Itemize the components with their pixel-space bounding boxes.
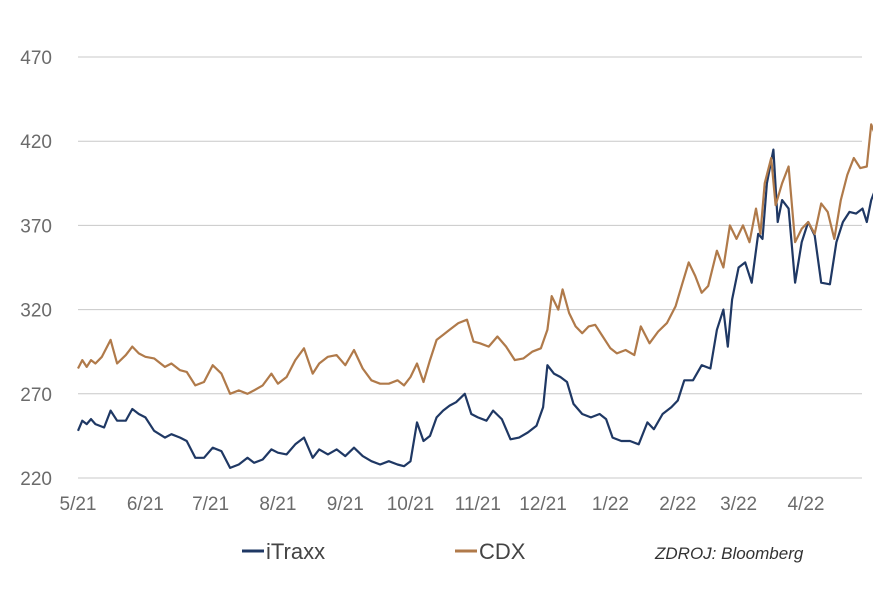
- series-line-cdx: [77, 123, 873, 395]
- x-tick-label: 10/21: [387, 494, 435, 515]
- x-tick-label: 7/21: [192, 494, 229, 515]
- x-tick-label: 4/22: [788, 494, 825, 515]
- y-tick-label: 220: [20, 469, 52, 490]
- y-tick-label: 320: [20, 301, 52, 322]
- x-tick-label: 2/22: [659, 494, 696, 515]
- x-tick-label: 8/21: [259, 494, 296, 515]
- x-tick-label: 5/21: [60, 494, 97, 515]
- source-note: ZDROJ: Bloomberg: [654, 544, 804, 563]
- x-tick-label: 1/22: [592, 494, 629, 515]
- x-tick-label: 9/21: [327, 494, 364, 515]
- x-tick-label: 6/21: [127, 494, 164, 515]
- y-tick-label: 270: [20, 385, 52, 406]
- x-axis-ticks: 5/21 6/21 7/21 8/21 9/21 10/21 11/21 12/21 1/22 2…: [60, 494, 825, 515]
- x-tick-label: 3/22: [720, 494, 757, 515]
- x-tick-label: 12/21: [519, 494, 567, 515]
- series-line-itraxx: [76, 148, 873, 469]
- legend-label-itraxx: iTraxx: [266, 539, 325, 564]
- y-axis-ticks: 220 270 320 370 420 470: [20, 48, 52, 490]
- y-tick-label: 420: [20, 132, 52, 153]
- grid-lines: [78, 56, 862, 479]
- x-tick-label: 11/21: [455, 494, 501, 515]
- legend-label-cdx: CDX: [479, 539, 526, 564]
- legend: iTraxx CDX: [242, 539, 526, 564]
- y-tick-label: 370: [20, 216, 52, 237]
- series-lines: [76, 123, 873, 469]
- y-tick-label: 470: [20, 48, 52, 69]
